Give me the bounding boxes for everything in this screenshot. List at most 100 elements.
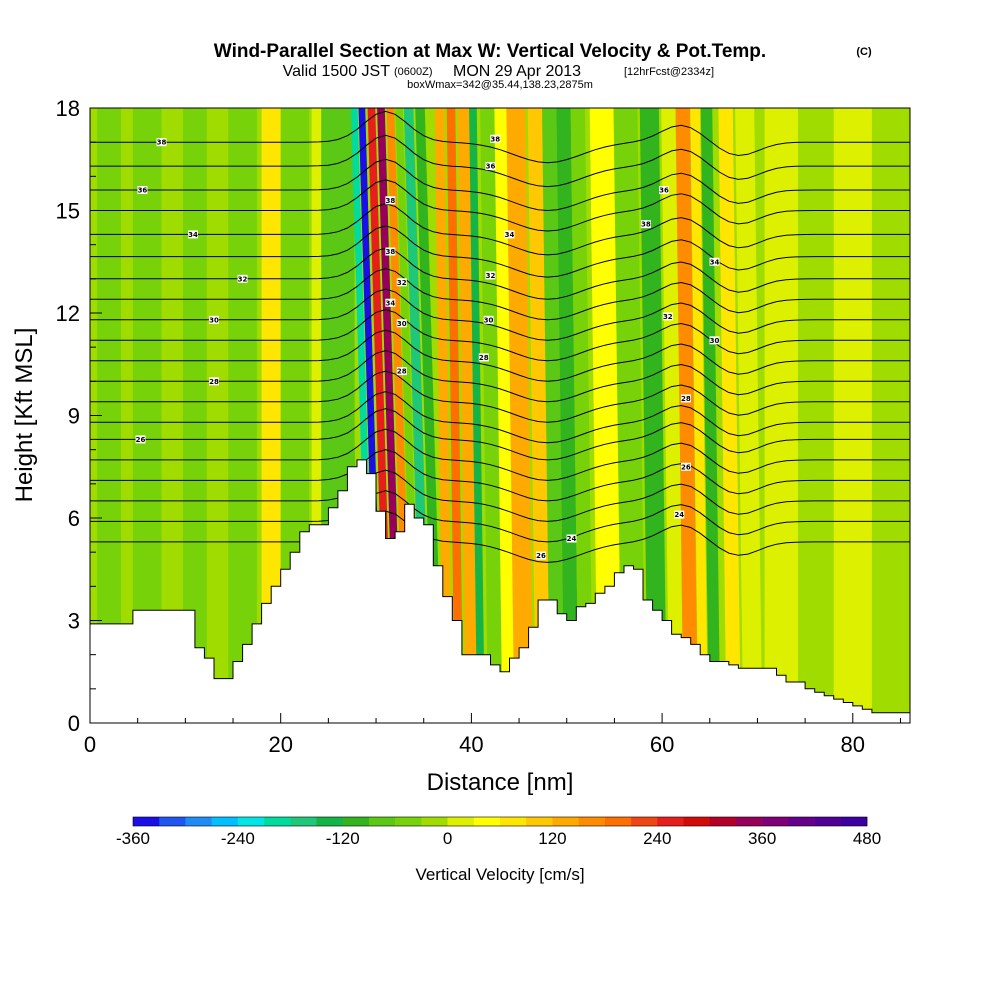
colorbar-swatch	[788, 817, 815, 826]
theta-contour-24	[90, 408, 910, 461]
contour-label: 34	[187, 230, 198, 239]
theta-contour-21	[90, 469, 910, 522]
theta-contour-25	[90, 391, 910, 444]
svg-text:36: 36	[486, 163, 496, 171]
velocity-band	[764, 108, 798, 723]
contour-label: 38	[640, 220, 651, 229]
colorbar-tick-label: -240	[221, 829, 255, 848]
colorbar-swatch	[185, 817, 212, 826]
contour-label: 36	[137, 186, 148, 195]
colorbar-tick-label: -120	[326, 829, 360, 848]
valid-date: MON 29 Apr 2013	[453, 63, 581, 80]
colorbar-swatch	[421, 817, 448, 826]
velocity-band	[589, 108, 622, 723]
velocity-band	[261, 108, 281, 723]
contour-label: 24	[566, 534, 577, 543]
colorbar-swatch	[447, 817, 475, 826]
colorbar-swatch	[709, 817, 737, 826]
theta-contour-29	[90, 309, 910, 362]
x-tick-label: 20	[268, 732, 292, 757]
colorbar-swatch	[133, 817, 160, 826]
velocity-band	[434, 108, 453, 723]
velocity-band	[480, 108, 503, 723]
theta-contour-26	[90, 370, 910, 423]
colorbar-label: Vertical Velocity [cm/s]	[415, 865, 584, 884]
colorbar-tick-label: 0	[443, 829, 452, 848]
colorbar-swatch	[237, 817, 265, 826]
theta-contour-20	[90, 490, 910, 543]
svg-text:38: 38	[641, 221, 651, 229]
y-tick-label: 18	[56, 96, 80, 121]
svg-text:36: 36	[659, 187, 669, 195]
contour-label: 34	[504, 230, 515, 239]
colorbar-swatch	[840, 817, 868, 826]
svg-text:32: 32	[663, 313, 673, 321]
theta-contour-32	[90, 247, 910, 300]
svg-text:30: 30	[710, 337, 720, 345]
svg-text:26: 26	[136, 436, 146, 444]
colorbar-swatch	[159, 817, 186, 826]
contour-label: 28	[478, 353, 489, 362]
x-axis-label: Distance [nm]	[427, 769, 574, 796]
contour-label: 28	[208, 377, 219, 386]
velocity-band	[527, 108, 551, 723]
contour-label: 34	[385, 298, 396, 307]
x-tick-label: 80	[841, 732, 865, 757]
svg-text:24: 24	[674, 511, 684, 519]
theta-contour-30	[90, 288, 910, 341]
velocity-band	[718, 108, 741, 723]
y-axis: 0 3 6 9 12 15 18	[56, 96, 102, 736]
velocity-band	[494, 108, 517, 723]
velocity-band	[690, 108, 708, 723]
svg-text:30: 30	[484, 316, 494, 324]
contour-label: 38	[385, 247, 396, 256]
contour-label: 32	[485, 271, 496, 280]
theta-contour-28	[90, 329, 910, 382]
colorbar-swatch	[264, 817, 291, 826]
velocity-band	[182, 108, 207, 723]
velocity-band	[469, 108, 485, 723]
velocity-band	[833, 108, 872, 723]
contour-label: 32	[396, 278, 407, 287]
colorbar-swatch	[316, 817, 344, 826]
colorbar-frame	[132, 816, 868, 827]
svg-text:32: 32	[238, 275, 248, 283]
theta-contour-31	[90, 268, 910, 321]
contour-label: 38	[490, 134, 501, 143]
y-tick-label: 6	[68, 506, 80, 531]
terrain-mask	[89, 459, 911, 724]
x-tick-label: 0	[84, 732, 96, 757]
box-info: boxWmax=342@35.44,138.23,2875m	[407, 79, 593, 91]
colorbar-tick-label: 120	[538, 829, 566, 848]
colorbar-swatch	[290, 817, 317, 826]
svg-text:24: 24	[567, 535, 577, 543]
theta-contour-22	[90, 449, 910, 502]
vertical-velocity-field	[90, 108, 910, 723]
svg-text:38: 38	[385, 197, 395, 205]
y-tick-label: 3	[68, 609, 80, 634]
svg-text:38: 38	[385, 248, 395, 256]
svg-text:32: 32	[486, 272, 496, 280]
colorbar-swatch	[500, 817, 527, 826]
velocity-band	[556, 108, 579, 723]
potential-temperature-contours	[90, 110, 910, 563]
colorbar: -360 -240 -120 0 120 240 360 480	[116, 816, 881, 848]
svg-text:28: 28	[479, 354, 489, 362]
contour-label: 26	[135, 435, 146, 444]
svg-text:32: 32	[397, 279, 407, 287]
valid-utc: (0600Z)	[394, 66, 433, 78]
svg-text:26: 26	[536, 552, 546, 560]
colorbar-swatch	[552, 817, 579, 826]
contour-label: 28	[680, 394, 691, 403]
colorbar-tick-label: 360	[748, 829, 776, 848]
colorbar-swatch	[631, 817, 658, 826]
colorbar-swatch	[342, 817, 370, 826]
velocity-band	[132, 108, 162, 723]
theta-contour-37	[90, 134, 910, 188]
velocity-band	[542, 108, 565, 723]
colorbar-swatch	[735, 817, 763, 826]
theta-contour-38	[90, 110, 910, 164]
svg-text:26: 26	[681, 463, 691, 471]
theta-contour-27	[90, 350, 910, 403]
